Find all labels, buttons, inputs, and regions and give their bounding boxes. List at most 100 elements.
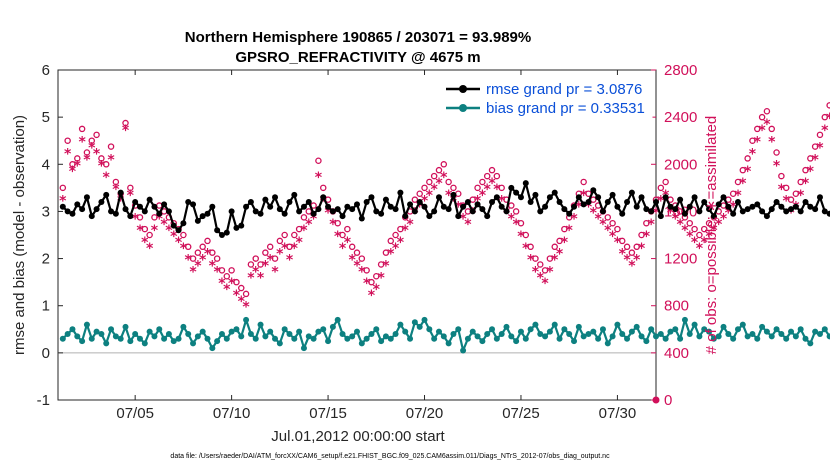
y-tick-label: 3: [42, 203, 50, 220]
assimilated-obs-point: *: [252, 264, 260, 280]
rmse-point: [609, 191, 616, 198]
bias-point: [108, 326, 115, 333]
rmse-point: [599, 208, 606, 215]
bias-point: [527, 326, 534, 333]
rmse-point: [296, 208, 303, 215]
obs-count-layer: ****************************************…: [59, 102, 830, 404]
bias-point: [566, 331, 573, 337]
assimilated-obs-point: *: [146, 241, 154, 257]
bias-point: [161, 335, 168, 342]
assimilated-obs-point: *: [594, 211, 602, 227]
bias-point: [286, 331, 293, 337]
assimilated-obs-point: *: [165, 223, 173, 239]
rmse-point: [79, 206, 86, 213]
rmse-point: [146, 196, 153, 203]
bias-point: [358, 340, 365, 347]
rmse-point: [93, 206, 100, 213]
rmse-point: [349, 206, 356, 213]
possible-obs-point: [387, 237, 395, 245]
bias-point: [590, 328, 597, 335]
bias-point: [411, 319, 418, 326]
rmse-point: [691, 194, 698, 201]
assimilated-obs-point: *: [575, 200, 583, 216]
bias-point: [571, 338, 578, 345]
bias-point: [435, 328, 442, 335]
y-tick-label: -1: [37, 392, 50, 409]
assimilated-obs-point: *: [551, 253, 559, 269]
assimilated-obs-point: *: [749, 147, 757, 163]
possible-obs-point: [127, 184, 134, 192]
assimilated-obs-point: *: [127, 188, 135, 204]
possible-obs-point: [64, 137, 71, 144]
bias-point: [768, 333, 775, 340]
assimilated-obs-point: *: [532, 264, 540, 280]
bias-point: [199, 328, 206, 335]
assimilated-obs-point: *: [725, 205, 733, 221]
bias-point: [532, 321, 539, 328]
bias-point: [734, 326, 741, 333]
bias-point: [165, 331, 172, 337]
bias-point: [585, 331, 592, 337]
bias-point: [812, 328, 819, 335]
possible-obs-point: [112, 178, 120, 186]
possible-obs-point: [199, 243, 206, 251]
assimilated-obs-point: *: [585, 200, 593, 216]
bias-point: [233, 326, 240, 333]
rmse-point: [667, 203, 674, 210]
rmse-point: [628, 189, 635, 196]
rmse-point: [421, 203, 428, 210]
assimilated-obs-point: *: [628, 258, 636, 274]
x-tick-label: 07/15: [309, 405, 347, 422]
rmse-point: [117, 189, 124, 196]
possible-obs-point: [98, 155, 105, 162]
assimilated-obs-point: *: [566, 223, 574, 239]
bias-point: [653, 333, 659, 340]
rmse-point: [730, 210, 737, 217]
assimilated-obs-point: *: [344, 235, 352, 251]
rmse-point: [88, 213, 95, 220]
bias-point: [643, 338, 650, 345]
assimilated-obs-point: *: [122, 123, 130, 139]
possible-obs-point: [811, 143, 819, 150]
chart-title: Northern Hemisphere 190865 / 203071 = 93…: [185, 29, 531, 46]
rmse-point: [527, 199, 534, 205]
bias-point: [349, 333, 356, 340]
assimilated-obs-point: *: [455, 200, 463, 216]
rmse-point: [773, 199, 780, 205]
bias-point: [262, 333, 269, 340]
assimilated-obs-point: *: [580, 188, 588, 204]
assimilated-obs-point: *: [623, 253, 631, 269]
rmse-point: [175, 227, 182, 234]
rmse-point: [180, 220, 187, 227]
x-tick-label: 07/25: [502, 405, 540, 422]
bias-point: [778, 331, 785, 337]
possible-obs-point: [527, 243, 534, 251]
rmse-point: [778, 203, 785, 210]
assimilated-obs-point: *: [701, 235, 709, 251]
bias-point: [69, 326, 76, 333]
bias-point: [426, 326, 433, 333]
rmse-point: [440, 203, 447, 210]
assimilated-obs-point: *: [435, 176, 443, 192]
possible-obs-point: [440, 161, 448, 168]
rmse-point: [542, 203, 549, 210]
data-file-footnote: data file: /Users/raeder/DAI/ATM_forcXX/…: [170, 453, 610, 460]
rmse-point: [310, 210, 317, 217]
possible-obs-point: [209, 249, 216, 256]
rmse-point: [614, 203, 621, 210]
rmse-point: [595, 194, 602, 201]
assimilated-obs-point: *: [754, 135, 762, 151]
assimilated-obs-point: *: [686, 229, 694, 245]
possible-obs-point: [618, 237, 626, 245]
possible-obs-point: [252, 255, 259, 262]
possible-obs-point: [416, 190, 423, 197]
rmse-point: [493, 194, 500, 201]
possible-obs-point: [373, 272, 380, 280]
assimilated-obs-point: *: [459, 211, 467, 227]
possible-obs-point: [334, 219, 341, 227]
rmse-point: [638, 194, 645, 201]
possible-obs-point: [541, 267, 549, 274]
bias-point: [681, 316, 688, 323]
bias-point: [238, 333, 245, 340]
possible-obs-point: [377, 261, 385, 268]
